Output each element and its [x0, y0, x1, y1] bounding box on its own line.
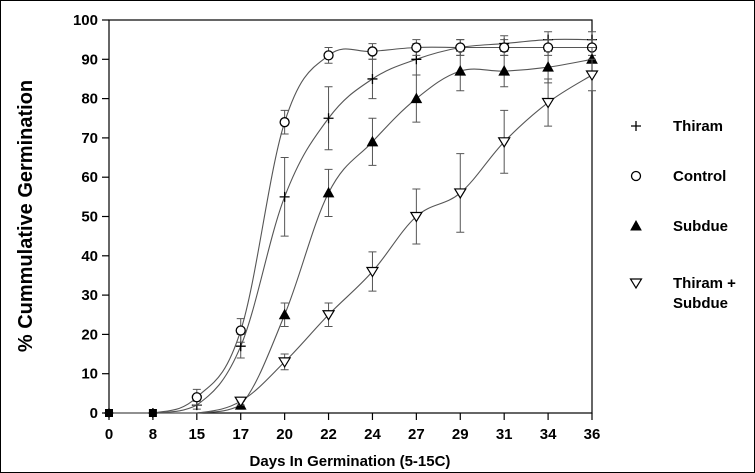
- x-tick-label: 15: [188, 426, 205, 443]
- y-tick-label: 60: [81, 169, 98, 186]
- data-point-control: [499, 42, 510, 53]
- legend-marker-subdue: [630, 219, 642, 231]
- y-tick-label: 30: [81, 287, 98, 304]
- data-point-zero: [148, 409, 157, 417]
- data-point-control: [455, 42, 466, 53]
- data-point-control: [191, 392, 202, 403]
- legend-marker-thiram: [631, 121, 641, 131]
- series-line-control: [108, 46, 592, 414]
- series-line-thiram-subdue: [108, 74, 593, 414]
- data-point-control: [279, 117, 290, 128]
- legend-marker-thiram-subdue: [629, 278, 643, 290]
- data-point-thiram-subdue: [453, 188, 467, 200]
- x-tick-label: 0: [105, 426, 113, 443]
- y-tick-label: 70: [81, 130, 98, 147]
- data-point-subdue: [366, 135, 379, 147]
- data-point-subdue: [410, 92, 423, 104]
- data-point-zero: [105, 409, 113, 417]
- data-point-subdue: [498, 65, 511, 76]
- data-point-thiram: [367, 73, 378, 84]
- data-point-control: [542, 42, 554, 53]
- data-point-subdue: [542, 61, 554, 72]
- data-point-subdue: [322, 186, 335, 198]
- x-tick-label: 36: [584, 426, 601, 443]
- y-tick-label: 80: [81, 91, 98, 108]
- data-point-thiram-subdue: [365, 266, 380, 278]
- x-tick-label: 22: [320, 426, 337, 443]
- y-tick-label: 40: [81, 248, 98, 265]
- y-tick-label: 10: [81, 366, 98, 383]
- data-point-control: [411, 42, 422, 53]
- data-point-control: [323, 50, 334, 61]
- data-point-control: [367, 46, 378, 57]
- legend-label-subdue: Subdue: [673, 218, 728, 235]
- data-point-thiram-subdue: [585, 70, 599, 82]
- x-tick-label: 34: [540, 426, 557, 443]
- plot-area: 0 10 20 30 40 50 60 70 80 90 100 0 8 15 17 20 22 24 27 29 31…: [73, 12, 600, 443]
- data-point-thiram-subdue: [409, 211, 423, 223]
- data-point-subdue: [454, 65, 467, 76]
- legend-label-control: Control: [673, 168, 726, 185]
- x-tick-label: 29: [452, 426, 469, 443]
- x-axis-title: Days In Germination (5-15C): [250, 453, 451, 470]
- y-tick-label: 50: [81, 209, 98, 226]
- series-line-thiram: [108, 38, 593, 414]
- y-axis-title: % Cummulative Germination: [15, 80, 37, 352]
- legend-label-thiram-subdue: Thiram +: [673, 275, 736, 292]
- y-tick-label: 100: [73, 12, 98, 29]
- data-point-thiram: [235, 341, 246, 352]
- x-tick-label: 17: [232, 426, 249, 443]
- legend-label-thiram: Thiram: [673, 118, 723, 135]
- data-point-thiram: [411, 54, 422, 65]
- data-point-control: [235, 325, 246, 336]
- legend: Thiram Control Subdue Thiram + Subdue: [629, 118, 736, 312]
- data-point-thiram-subdue: [541, 97, 555, 109]
- y-tick-label: 90: [81, 51, 98, 68]
- y-tick-label: 0: [90, 405, 98, 422]
- data-point-thiram-subdue: [234, 396, 248, 408]
- x-tick-label: 31: [496, 426, 513, 443]
- data-point-thiram-subdue: [497, 137, 511, 148]
- x-tick-label: 24: [364, 426, 381, 443]
- series-line-subdue: [108, 58, 593, 414]
- y-tick-label: 20: [81, 326, 98, 343]
- data-point-thiram: [279, 191, 290, 202]
- x-tick-label: 27: [408, 426, 425, 443]
- x-tick-label: 8: [149, 426, 157, 443]
- x-tick-label: 20: [276, 426, 293, 443]
- data-point-thiram-subdue: [278, 357, 292, 369]
- legend-marker-control: [630, 170, 642, 182]
- data-point-thiram: [323, 113, 334, 124]
- data-point-thiram-subdue: [321, 310, 336, 321]
- plot-border: [108, 19, 593, 414]
- data-point-subdue: [278, 308, 291, 320]
- legend-label-thiram-subdue: Subdue: [673, 295, 728, 312]
